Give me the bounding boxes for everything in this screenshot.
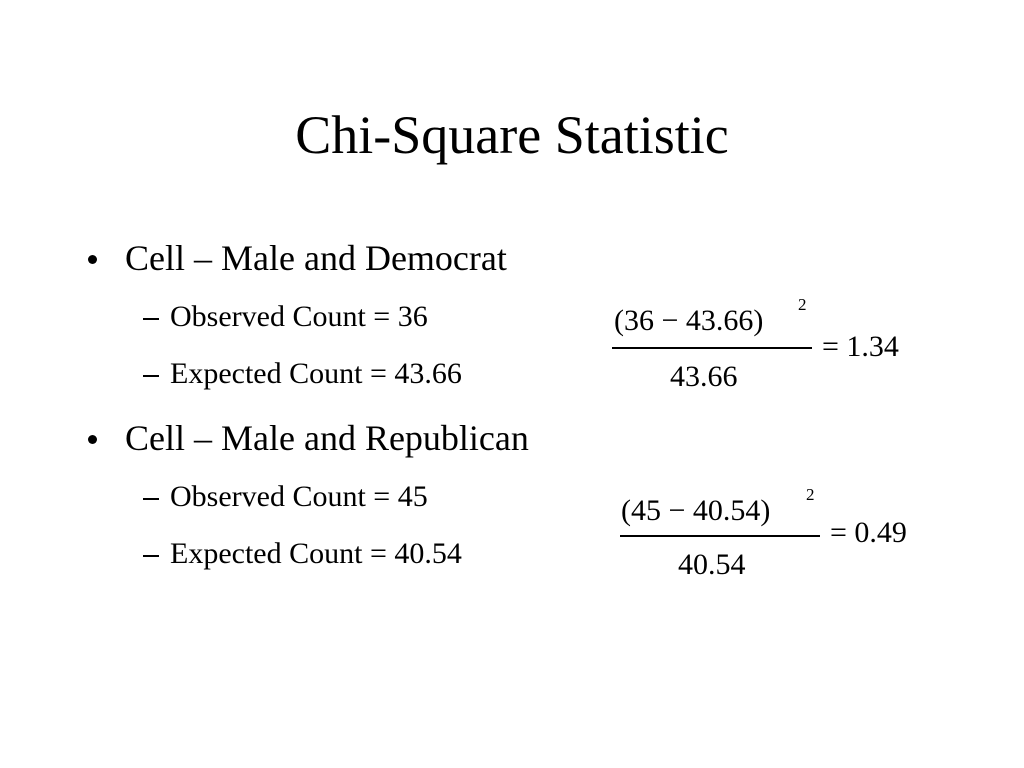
bullet-text: Cell – Male and Democrat [125, 238, 507, 278]
bullet-text: Cell – Male and Republican [125, 418, 529, 458]
sub-bullet-marker [143, 498, 159, 500]
formula-exponent: 2 [798, 295, 807, 314]
bullet-marker [88, 255, 97, 264]
slide-title: Chi-Square Statistic [295, 105, 729, 165]
formula-denominator: 40.54 [678, 548, 746, 581]
formula-result: = 1.34 [822, 330, 899, 363]
sub-bullet-marker [143, 318, 159, 320]
formula-exponent: 2 [806, 485, 815, 504]
bullet-marker [88, 435, 97, 444]
sub-bullet-text: Expected Count = 40.54 [170, 537, 462, 570]
formula-denominator: 43.66 [670, 360, 738, 393]
sub-bullet-text: Observed Count = 45 [170, 480, 428, 513]
sub-bullet-marker [143, 375, 159, 377]
fraction-line [612, 347, 812, 349]
sub-bullet-text: Expected Count = 43.66 [170, 357, 462, 390]
formula-numerator: (45 − 40.54) [621, 494, 771, 527]
fraction-line [620, 535, 820, 537]
formula-result: = 0.49 [830, 516, 907, 549]
formula-numerator: (36 − 43.66) [614, 304, 764, 337]
sub-bullet-marker [143, 555, 159, 557]
sub-bullet-text: Observed Count = 36 [170, 300, 428, 333]
